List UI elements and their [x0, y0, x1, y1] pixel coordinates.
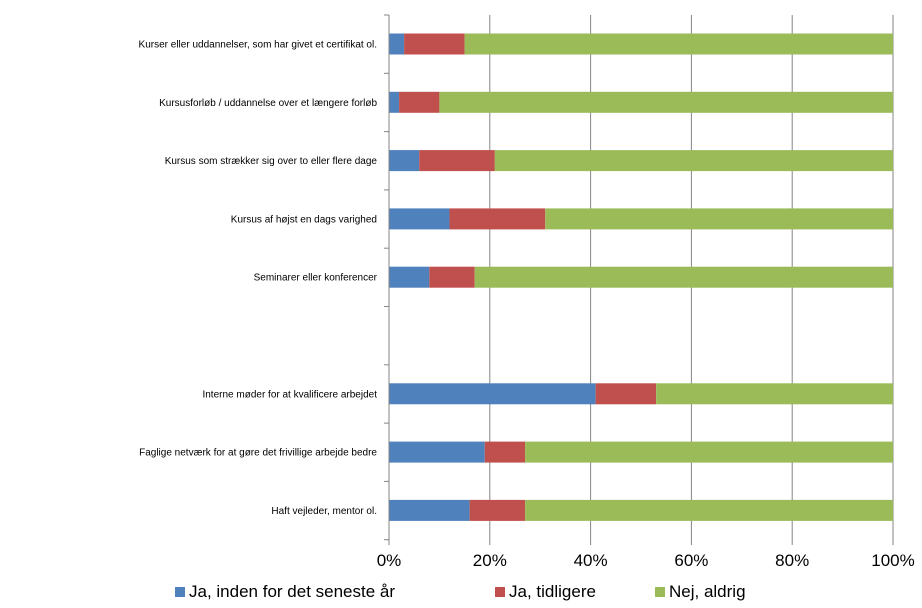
- bar-segment: [439, 91, 893, 113]
- category-labels: Kurser eller uddannelser, som har givet …: [139, 40, 378, 517]
- bar-segment: [389, 91, 400, 113]
- bar-segment: [389, 208, 450, 230]
- category-label: Haft vejleder, mentor ol.: [271, 506, 377, 517]
- legend-label: Ja, inden for det seneste år: [189, 582, 395, 601]
- bar-segment: [595, 383, 657, 405]
- bar-segment: [464, 33, 893, 55]
- bar-segment: [389, 150, 420, 172]
- legend-label: Nej, aldrig: [669, 582, 746, 601]
- legend-swatch: [495, 587, 505, 597]
- legend-swatch: [655, 587, 665, 597]
- x-tick-label: 60%: [674, 551, 708, 570]
- bar-segment: [474, 266, 893, 288]
- bar-segment: [525, 441, 893, 463]
- x-tick-label: 100%: [871, 551, 914, 570]
- x-tick-label: 0%: [377, 551, 402, 570]
- bar-segment: [656, 383, 893, 405]
- category-label: Interne møder for at kvalificere arbejde…: [202, 389, 377, 400]
- bar-segment: [419, 150, 495, 172]
- legend-label: Ja, tidligere: [509, 582, 596, 601]
- bar-segment: [494, 150, 893, 172]
- bar-segment: [525, 499, 893, 521]
- bar-segment: [484, 441, 526, 463]
- axes: [384, 14, 390, 545]
- category-label: Kursusforløb / uddannelse over et længer…: [159, 98, 377, 109]
- legend-swatch: [175, 587, 185, 597]
- bar-segment: [429, 266, 475, 288]
- category-label: Kursus af højst en dags varighed: [231, 214, 377, 225]
- x-tick-label: 40%: [574, 551, 608, 570]
- bars: [389, 33, 893, 521]
- x-tick-labels: 0% 20% 40% 60% 80% 100%: [377, 551, 915, 570]
- bar-segment: [389, 266, 430, 288]
- bar-segment: [389, 441, 485, 463]
- category-label: Kursus som strækker sig over to eller fl…: [165, 156, 378, 167]
- x-tick-label: 20%: [473, 551, 507, 570]
- bar-segment: [469, 499, 526, 521]
- bar-segment: [389, 383, 596, 405]
- bar-segment: [449, 208, 546, 230]
- x-tick-label: 80%: [775, 551, 809, 570]
- bar-segment: [545, 208, 893, 230]
- bar-segment: [399, 91, 440, 113]
- category-label: Faglige netværk for at gøre det frivilli…: [139, 448, 377, 459]
- category-label: Kurser eller uddannelser, som har givet …: [139, 40, 377, 51]
- bar-segment: [389, 499, 470, 521]
- bar-segment: [389, 33, 405, 55]
- legend: Ja, inden for det seneste år Ja, tidliger…: [175, 582, 746, 601]
- category-label: Seminarer eller konferencer: [254, 273, 378, 284]
- bar-segment: [404, 33, 465, 55]
